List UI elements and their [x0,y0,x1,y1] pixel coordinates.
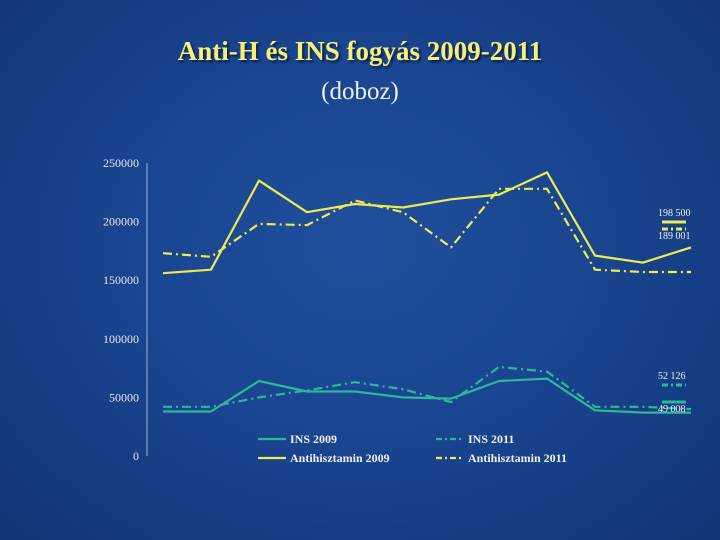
y-tick-label: 250000 [103,156,139,170]
y-tick-label: 50000 [109,390,139,404]
end-label: 189 001 [658,231,691,242]
end-label: 52 126 [658,371,686,382]
series-line-0 [163,377,691,414]
series-line-2 [162,171,692,275]
slide-title: Anti-H és INS fogyás 2009-2011 [177,36,543,66]
legend-label: INS 2009 [290,432,337,446]
legend-label: INS 2011 [468,432,514,446]
slide-subtitle: (doboz) [321,78,399,105]
series-line-3 [162,187,691,274]
y-tick-label: 0 [133,449,139,463]
y-tick-label: 100000 [103,332,139,346]
legend-label: Antihisztamin 2009 [290,451,390,465]
series-line-1 [163,365,692,411]
y-tick-label: 200000 [103,215,139,229]
end-label: 198 500 [658,208,691,219]
legend-label: Antihisztamin 2011 [468,451,567,465]
y-tick-label: 150000 [103,273,139,287]
end-label: 49 008 [658,404,686,415]
